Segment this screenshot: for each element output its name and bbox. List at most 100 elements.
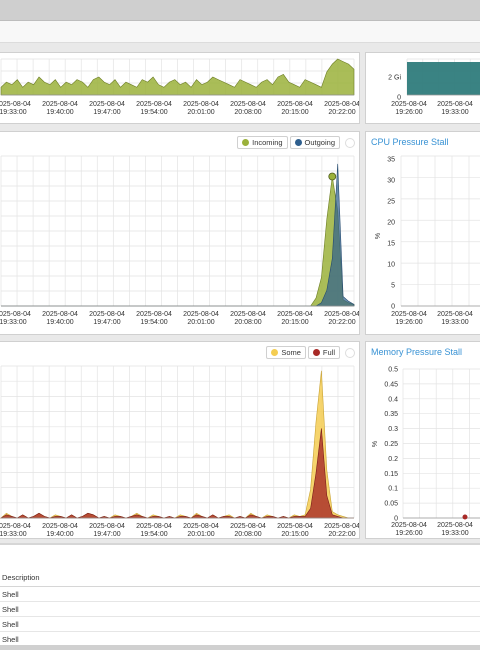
x-tick-line: 19:40:00 [46,319,73,326]
y-tick-label: 35 [387,157,395,164]
x-tick-line: 2025-08-04 [183,311,219,318]
x-tick-label: 2025-08-04 19:26:00 [391,101,427,116]
row-description: Shell [2,590,19,599]
legend-some-label: Some [281,348,301,357]
table-row[interactable]: Shell [0,617,480,632]
x-tick-line: 19:33:00 [0,531,27,538]
x-tick-line: 2025-08-04 [42,311,78,318]
x-tick-line: 2025-08-04 [183,523,219,530]
x-tick-line: 19:26:00 [395,530,422,537]
x-tick-line: 2025-08-04 [230,311,266,318]
x-tick-line: 2025-08-04 [391,101,427,108]
x-tick-label: 2025-08-04 19:54:00 [136,523,172,538]
x-tick-line: 2025-08-04 [277,311,313,318]
y-tick-label: 2 Gi [388,75,401,82]
cpu-pressure-title: CPU Pressure Stall [371,137,449,147]
x-tick-line: 2025-08-04 [277,101,313,108]
y-axis-label: % [372,441,379,447]
x-tick-label: 2025-08-04 19:26:00 [391,522,427,537]
legend-some[interactable]: Some [266,346,306,359]
description-column-header[interactable]: Description [2,573,40,582]
task-grid: Description Shell Shell Shell Shell [0,543,480,650]
legend-some-swatch [271,349,279,356]
x-tick-label: 2025-08-04 19:54:00 [136,101,172,116]
y-tick-label: 0.5 [388,367,398,374]
x-tick-label: 2025-08-04 20:01:00 [183,101,219,116]
x-tick-label: 2025-08-04 20:15:00 [277,311,313,326]
x-tick-label: 2025-08-04 20:08:00 [230,101,266,116]
bottom-strip [0,645,480,650]
panel-tool-icon[interactable] [345,137,355,148]
x-tick-line: 19:33:00 [441,530,468,537]
x-tick-line: 19:54:00 [140,319,167,326]
row-description: Shell [2,635,19,644]
io-pressure-chart: 2025-08-04 19:33:00 2025-08-04 19:40:00 2025… [0,365,360,538]
network-traffic-panel: Incoming Outgoing 2025-08-0419:33:002025… [0,131,360,335]
x-tick-label: 2025-08-04 20:22:00 [324,523,360,538]
network-legend: Incoming Outgoing [237,136,355,149]
x-tick-line: 19:33:00 [0,319,27,326]
x-tick-line: 2025-08-04 [437,522,473,529]
table-row[interactable]: Shell [0,602,480,617]
y-tick-label: 25 [387,199,395,206]
panel-tool-icon[interactable] [345,347,355,358]
x-tick-line: 20:01:00 [187,109,214,116]
x-tick-line: 2025-08-04 [324,101,360,108]
x-tick-line: 20:22:00 [328,109,355,116]
x-tick-line: 2025-08-04 [230,523,266,530]
y-tick-label: 0.15 [384,471,398,478]
io-legend: Some Full [266,346,355,359]
x-tick-label: 2025-08-04 20:22:00 [324,101,360,116]
y-tick-label: 0.05 [384,501,398,508]
row-description: Shell [2,620,19,629]
legend-outgoing-swatch [294,139,302,146]
x-tick-line: 2025-08-04 [437,101,473,108]
x-tick-line: 2025-08-04 [183,101,219,108]
sub-toolbar [0,21,480,43]
x-tick-line: 20:01:00 [187,319,214,326]
x-tick-label: 2025-08-04 20:01:00 [183,523,219,538]
x-tick-line: 2025-08-04 [89,523,125,530]
x-tick-line: 20:08:00 [234,531,261,538]
legend-incoming[interactable]: Incoming [237,136,288,149]
x-tick-line: 2025-08-04 [136,523,172,530]
y-tick-label: 0.2 [388,456,398,463]
top-left-chart: 2025-08-0419:33:002025-08-0419:40:002025… [0,58,360,116]
y-tick-label: 5 [391,283,395,290]
x-tick-label: 2025-08-04 20:15:00 [277,523,313,538]
memory-pressure-panel: Memory Pressure Stall 0.5 0.45 0.4 0.35 0.3 0… [365,341,480,539]
y-tick-label: 0.1 [388,486,398,493]
x-tick-line: 2025-08-04 [0,101,31,108]
x-tick-line: 20:08:00 [234,319,261,326]
x-tick-label: 2025-08-04 19:54:00 [136,311,172,326]
memory-pressure-title: Memory Pressure Stall [371,347,463,357]
x-tick-line: 19:33:00 [0,109,27,116]
x-tick-line: 19:26:00 [395,109,422,116]
y-tick-label: 0.35 [384,411,398,418]
legend-full-swatch [312,349,320,356]
x-tick-line: 19:47:00 [93,319,120,326]
x-tick-line: 19:40:00 [46,531,73,538]
y-tick-label: 20 [387,220,395,227]
x-tick-label: 2025-08-04 20:22:00 [324,311,360,326]
x-tick-label: 2025-08-04 20:15:00 [277,101,313,116]
legend-full[interactable]: Full [307,346,340,359]
x-tick-line: 20:08:00 [234,109,261,116]
series-point [462,514,468,520]
x-tick-line: 20:15:00 [281,531,308,538]
grid-header[interactable]: Description [0,568,480,587]
y-tick-label: 30 [387,178,395,185]
legend-outgoing[interactable]: Outgoing [289,136,340,149]
x-tick-line: 20:22:00 [328,319,355,326]
row-description: Shell [2,605,19,614]
table-row[interactable]: Shell [0,587,480,602]
x-tick-line: 2025-08-04 [324,311,360,318]
top-toolbar [0,0,480,21]
x-tick-label: 2025-08-04 19:47:00 [89,101,125,116]
x-tick-label: 2025-08-04 19:40:00 [42,101,78,116]
